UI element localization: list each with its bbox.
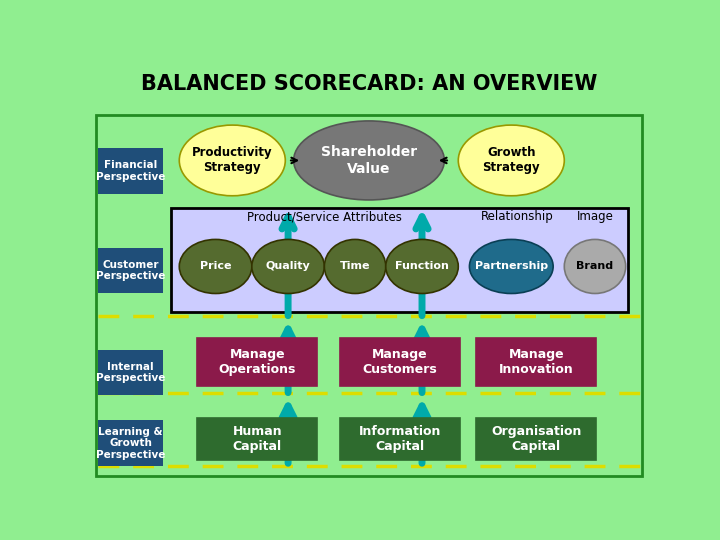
Text: Time: Time: [340, 261, 370, 272]
Text: Brand: Brand: [577, 261, 613, 272]
Text: Partnership: Partnership: [474, 261, 548, 272]
Bar: [171, 208, 629, 312]
Text: Image: Image: [577, 210, 613, 223]
Text: Information
Capital: Information Capital: [359, 425, 441, 453]
Text: Manage
Customers: Manage Customers: [362, 348, 437, 376]
Ellipse shape: [179, 239, 252, 294]
Bar: [477, 338, 596, 386]
Ellipse shape: [324, 239, 386, 294]
Bar: [340, 338, 459, 386]
Text: Growth
Strategy: Growth Strategy: [482, 146, 540, 174]
Ellipse shape: [459, 125, 564, 196]
Ellipse shape: [294, 121, 444, 200]
Bar: [96, 114, 642, 476]
Ellipse shape: [179, 125, 285, 196]
Text: Function: Function: [395, 261, 449, 272]
Text: Manage
Operations: Manage Operations: [219, 348, 296, 376]
Bar: [197, 338, 318, 386]
FancyBboxPatch shape: [99, 420, 163, 466]
Text: Price: Price: [200, 261, 231, 272]
Text: Quality: Quality: [266, 261, 310, 272]
Ellipse shape: [386, 239, 458, 294]
Text: Productivity
Strategy: Productivity Strategy: [192, 146, 273, 174]
Bar: [340, 418, 459, 460]
Text: Internal
Perspective: Internal Perspective: [96, 362, 166, 383]
Ellipse shape: [252, 239, 324, 294]
Text: Product/Service Attributes: Product/Service Attributes: [247, 210, 402, 223]
Bar: [477, 418, 596, 460]
Text: Customer
Perspective: Customer Perspective: [96, 260, 166, 281]
Text: Relationship: Relationship: [480, 210, 553, 223]
Text: Manage
Innovation: Manage Innovation: [499, 348, 574, 376]
Text: Shareholder
Value: Shareholder Value: [321, 145, 417, 176]
Text: Learning &
Growth
Perspective: Learning & Growth Perspective: [96, 427, 166, 460]
FancyBboxPatch shape: [99, 349, 163, 395]
Ellipse shape: [564, 239, 626, 294]
Ellipse shape: [469, 239, 553, 294]
FancyBboxPatch shape: [99, 248, 163, 294]
Text: BALANCED SCORECARD: AN OVERVIEW: BALANCED SCORECARD: AN OVERVIEW: [141, 73, 597, 93]
Text: Organisation
Capital: Organisation Capital: [491, 425, 582, 453]
Text: Financial
Perspective: Financial Perspective: [96, 160, 166, 181]
Bar: [197, 418, 318, 460]
FancyBboxPatch shape: [99, 148, 163, 194]
Text: Human
Capital: Human Capital: [233, 425, 282, 453]
